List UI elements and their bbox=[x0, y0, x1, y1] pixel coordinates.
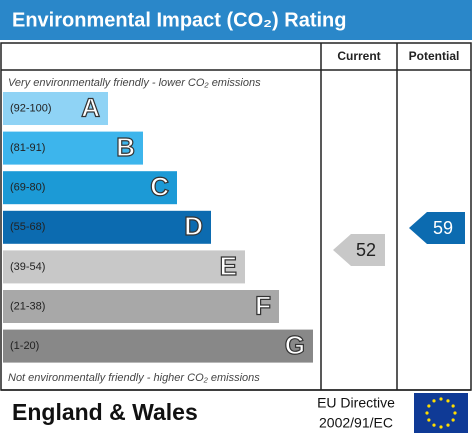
band-range: (81-91) bbox=[10, 142, 45, 154]
potential-arrow bbox=[409, 212, 465, 244]
band-bar bbox=[3, 290, 279, 323]
star bbox=[427, 404, 431, 408]
star bbox=[446, 399, 450, 403]
band-letter: G bbox=[285, 330, 305, 360]
star bbox=[425, 411, 429, 415]
band-range: (1-20) bbox=[10, 340, 39, 352]
band-bar bbox=[3, 131, 143, 165]
star bbox=[432, 399, 436, 403]
region: England & Wales bbox=[12, 399, 198, 425]
column-header: Current bbox=[337, 49, 380, 63]
potential-rating: 59 bbox=[433, 218, 453, 238]
star bbox=[453, 411, 457, 415]
band-letter: F bbox=[255, 290, 271, 320]
band-range: (21-38) bbox=[10, 300, 45, 312]
band-range: (69-80) bbox=[10, 182, 45, 194]
star bbox=[439, 425, 443, 429]
band-bar bbox=[3, 210, 211, 244]
band-letter: A bbox=[81, 92, 100, 122]
star bbox=[451, 418, 455, 422]
star bbox=[451, 404, 455, 408]
star bbox=[432, 423, 436, 427]
bottom-note: Not environmentally friendly - higher CO… bbox=[8, 372, 260, 384]
band-letter: E bbox=[220, 251, 237, 281]
directive: EU Directive bbox=[317, 395, 395, 411]
directive: 2002/91/EC bbox=[319, 415, 393, 431]
star bbox=[439, 397, 443, 401]
eu-stars bbox=[425, 397, 457, 429]
band-bar bbox=[3, 92, 108, 125]
band-letter: C bbox=[150, 172, 169, 202]
star bbox=[446, 423, 450, 427]
top-note: Very environmentally friendly - lower CO… bbox=[8, 77, 261, 89]
title-bar bbox=[0, 0, 472, 40]
band-range: (39-54) bbox=[10, 261, 45, 273]
band-letter: B bbox=[116, 132, 135, 162]
band-letter: D bbox=[184, 211, 203, 241]
band-bar bbox=[3, 250, 245, 284]
star bbox=[427, 418, 431, 422]
band-range: (55-68) bbox=[10, 221, 45, 233]
bands: (92-100) A (81-91) B (69-80) C (55-68) D (39-54)… bbox=[3, 92, 313, 363]
current-rating: 52 bbox=[356, 240, 376, 260]
column-header: Potential bbox=[409, 49, 460, 63]
band-range: (92-100) bbox=[10, 102, 52, 114]
current-arrow bbox=[333, 234, 385, 266]
title: Environmental Impact (CO₂) Rating bbox=[12, 9, 346, 31]
band-bar bbox=[3, 329, 313, 363]
band-bar bbox=[3, 171, 177, 205]
